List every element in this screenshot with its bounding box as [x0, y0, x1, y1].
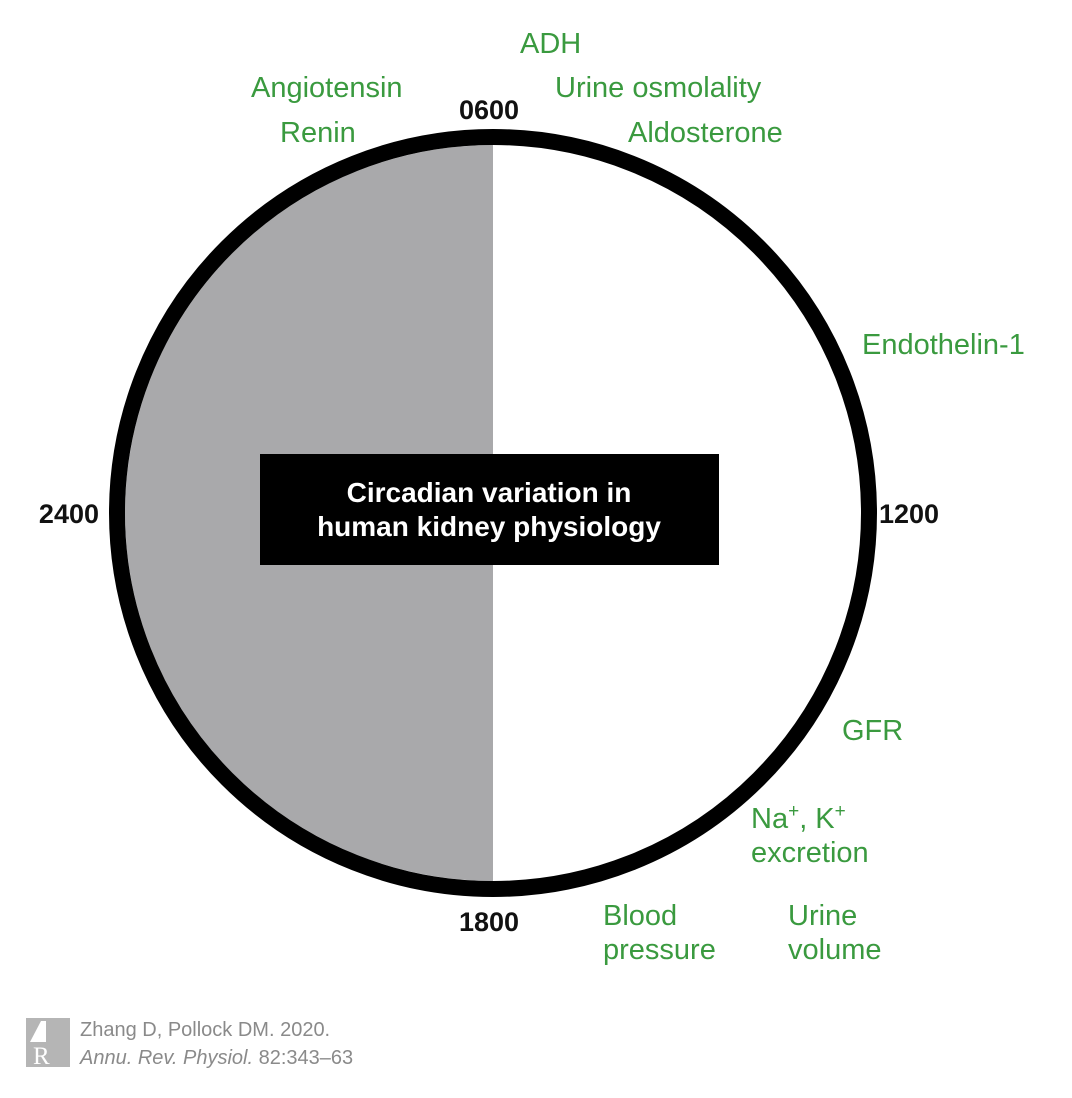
factor-urine-volume-line-1: Urine	[788, 900, 857, 932]
factor-gfr: GFR	[842, 715, 903, 747]
clock-ring	[109, 129, 877, 897]
time-label-1200: 1200	[879, 499, 939, 529]
factor-excretion: excretion	[751, 837, 869, 869]
time-label-1800: 1800	[459, 907, 519, 937]
factor-na-k: Na+, K+	[751, 801, 846, 835]
title-line-2: human kidney physiology	[317, 511, 661, 542]
factor-urine-volume-line-2: volume	[788, 934, 882, 966]
na-text: Na	[751, 803, 789, 835]
factor-urine-osmolality: Urine osmolality	[555, 72, 762, 104]
annual-reviews-logo-icon: R	[26, 1018, 70, 1070]
na-superscript: +	[788, 801, 799, 822]
factor-endothelin-1: Endothelin-1	[862, 329, 1025, 361]
citation-journal: Annu. Rev. Physiol. 82:343–63	[79, 1047, 353, 1069]
title-box	[260, 454, 719, 565]
factor-blood-pressure-line-2: pressure	[603, 934, 716, 966]
factor-angiotensin: Angiotensin	[251, 72, 403, 104]
time-label-0600: 0600	[459, 95, 519, 125]
k-superscript: +	[835, 801, 846, 822]
k-text: , K	[799, 803, 835, 835]
factor-aldosterone: Aldosterone	[628, 117, 783, 149]
factor-adh: ADH	[520, 28, 581, 60]
factor-blood-pressure-line-1: Blood	[603, 900, 677, 932]
svg-text:R: R	[33, 1043, 50, 1070]
citation-journal-name: Annu. Rev. Physiol.	[79, 1047, 253, 1069]
citation-authors: Zhang D, Pollock DM. 2020.	[80, 1019, 330, 1041]
citation-pages: 82:343–63	[253, 1047, 353, 1069]
time-label-2400: 2400	[39, 499, 99, 529]
factor-renin: Renin	[280, 117, 356, 149]
title-line-1: Circadian variation in	[347, 477, 632, 508]
